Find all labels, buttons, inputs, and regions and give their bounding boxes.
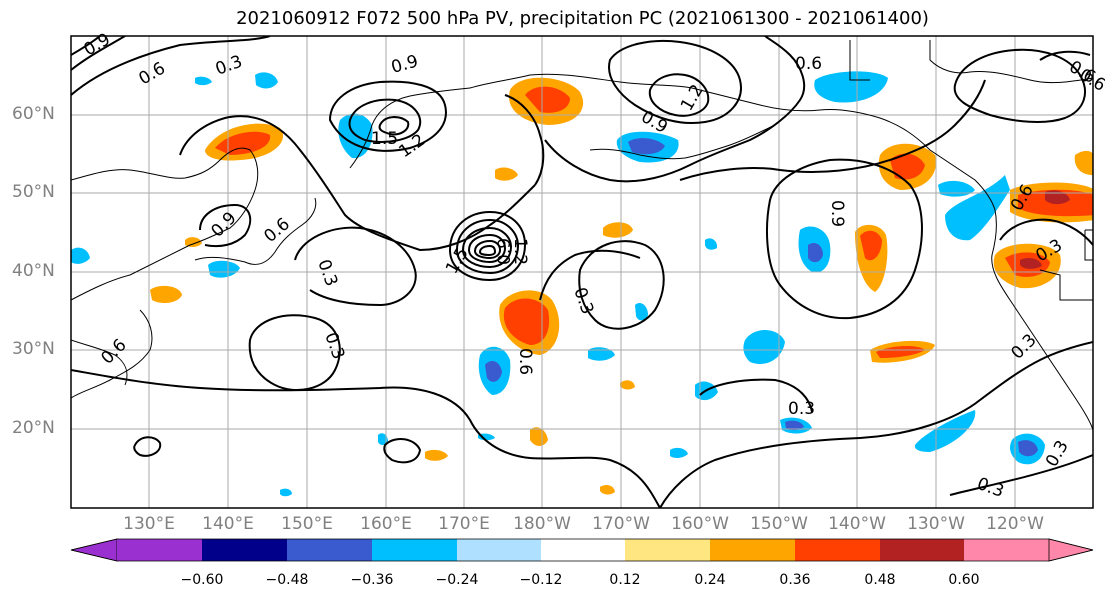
- colorbar-segment: [202, 539, 287, 561]
- colorbar-segment: [710, 539, 795, 561]
- lon-label-130e: 130°E: [123, 514, 175, 534]
- lon-label-140w: 140°W: [828, 514, 886, 534]
- colorbar-extend-high: [1048, 538, 1094, 562]
- contour-label: 0.6: [97, 335, 130, 368]
- colorbar-tick: 0.24: [694, 572, 726, 588]
- colorbar-segment: [372, 539, 457, 561]
- contour-label: 0.9: [389, 52, 420, 78]
- contour-label: 0.6: [515, 348, 535, 375]
- contour-label: 0.3: [213, 52, 245, 80]
- contour-label: 0.3: [974, 474, 1006, 502]
- lon-label-170w: 170°W: [592, 514, 650, 534]
- coastlines: [71, 40, 1093, 431]
- lon-label-170e: 170°E: [438, 514, 490, 534]
- colorbar-tick: −0.36: [350, 572, 394, 588]
- contour-label: 0.9: [495, 238, 515, 265]
- contour-labels: 0.9 0.6 0.3 0.9 0.6 0.3 0.6 0.9 1.5 1.2 …: [81, 29, 1105, 501]
- lon-label-130w: 130°W: [907, 514, 965, 534]
- colorbar-tick: 0.48: [864, 572, 896, 588]
- colorbar-tick: −0.12: [519, 572, 563, 588]
- colorbar-segment: [625, 539, 710, 561]
- contour-label: 1.2: [395, 130, 429, 162]
- pv-contours: [71, 36, 1093, 508]
- lat-label-40n: 40°N: [12, 261, 55, 281]
- lat-label-30n: 30°N: [12, 339, 55, 359]
- colorbar-segment: [541, 539, 625, 561]
- contour-label: 0.3: [788, 399, 815, 419]
- precip-shading: [71, 71, 1093, 497]
- contour-label: 0.6: [795, 54, 822, 74]
- lon-label-120w: 120°W: [986, 514, 1044, 534]
- lat-label-60n: 60°N: [12, 104, 55, 124]
- lat-label-50n: 50°N: [12, 182, 55, 202]
- lon-label-140e: 140°E: [202, 514, 254, 534]
- colorbar-segment: [964, 539, 1049, 561]
- colorbar: [70, 538, 1094, 562]
- map-frame: [70, 35, 1094, 509]
- contour-label: 0.3: [313, 257, 341, 289]
- colorbar-outline: [70, 538, 1094, 562]
- contour-label: 0.3: [1042, 437, 1073, 470]
- colorbar-tick: −0.60: [180, 572, 224, 588]
- colorbar-tick: 0.36: [779, 572, 811, 588]
- lat-label-20n: 20°N: [12, 418, 55, 438]
- contour-label: 0.3: [569, 285, 597, 317]
- colorbar-tick: −0.24: [435, 572, 479, 588]
- colorbar-tick: 0.60: [948, 572, 980, 588]
- lon-label-160e: 160°E: [360, 514, 412, 534]
- colorbar-extend-low: [70, 538, 118, 562]
- colorbar-tick: 0.12: [609, 572, 641, 588]
- colorbar-segment: [457, 539, 541, 561]
- lon-label-160w: 160°W: [671, 514, 729, 534]
- lon-label-180w: 180°W: [513, 514, 571, 534]
- contour-label: 1.5: [371, 129, 398, 149]
- contour-label: 0.3: [1007, 330, 1040, 363]
- contour-label: 1.2: [510, 238, 530, 265]
- lon-label-150w: 150°W: [750, 514, 808, 534]
- map-graticule: [71, 36, 1093, 508]
- colorbar-segment: [795, 539, 880, 561]
- colorbar-segment: [117, 539, 202, 561]
- lon-label-150e: 150°E: [281, 514, 333, 534]
- contour-label: 0.6: [260, 214, 294, 247]
- colorbar-segment: [880, 539, 964, 561]
- map-title: 2021060912 F072 500 hPa PV, precipitatio…: [236, 8, 929, 29]
- contour-label: 0.9: [827, 200, 847, 227]
- contour-label: 0.6: [136, 58, 169, 89]
- contour-label: 0.9: [81, 29, 114, 60]
- colorbar-segment: [287, 539, 372, 561]
- colorbar-tick: −0.48: [265, 572, 309, 588]
- contour-label: 0.3: [320, 330, 348, 362]
